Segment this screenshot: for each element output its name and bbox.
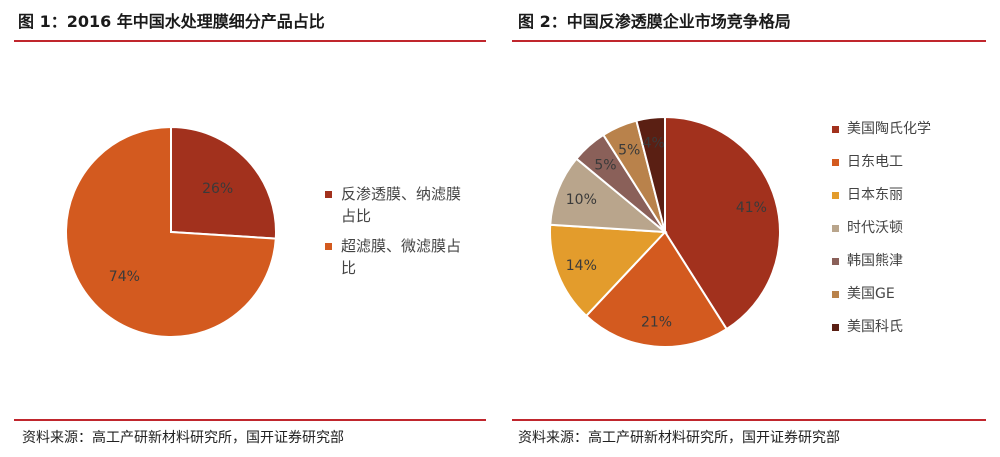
pie-2-data-label: 5% bbox=[594, 157, 616, 173]
legend-2-label: 时代沃顿 bbox=[847, 220, 903, 236]
legend-1-label: 超滤膜、微滤膜占比 bbox=[341, 237, 462, 277]
legend-1: 反渗透膜、纳滤膜占比 超滤膜、微滤膜占比 bbox=[325, 183, 475, 287]
legend-1-item: 反渗透膜、纳滤膜占比 bbox=[325, 183, 475, 227]
legend-2-item: 美国GE bbox=[832, 283, 931, 316]
source-note-2: 资料来源：高工产研新材料研究所，国开证券研究部 bbox=[518, 430, 840, 446]
pie-2-data-label: 21% bbox=[641, 315, 672, 331]
legend-2-swatch bbox=[832, 258, 839, 265]
pie-1-slice bbox=[170, 125, 277, 240]
legend-2-swatch bbox=[832, 225, 839, 232]
pie-2-slice bbox=[635, 115, 666, 233]
legend-1-swatch bbox=[325, 243, 332, 250]
legend-2-item: 韩国熊津 bbox=[832, 250, 931, 283]
header-rule-left bbox=[14, 40, 486, 42]
header-rule-right bbox=[512, 40, 986, 42]
legend-2-swatch bbox=[832, 324, 839, 331]
legend-2-label: 韩国熊津 bbox=[847, 253, 903, 269]
pie-2-data-label: 5% bbox=[618, 142, 640, 158]
legend-2-item: 日本东丽 bbox=[832, 184, 931, 217]
legend-2-swatch bbox=[832, 126, 839, 133]
legend-2-label: 美国科氏 bbox=[847, 319, 903, 335]
legend-1-label: 反渗透膜、纳滤膜占比 bbox=[341, 185, 462, 225]
legend-2-item: 美国科氏 bbox=[832, 316, 931, 349]
figure-1-title: 图 1：2016 年中国水处理膜细分产品占比 bbox=[18, 12, 325, 31]
legend-2-item: 美国陶氏化学 bbox=[832, 118, 931, 151]
legend-2-item: 时代沃顿 bbox=[832, 217, 931, 250]
legend-2-label: 美国陶氏化学 bbox=[847, 121, 931, 137]
pie-1-data-label: 26% bbox=[202, 181, 233, 197]
legend-2-label: 美国GE bbox=[847, 286, 895, 302]
legend-1-item: 超滤膜、微滤膜占比 bbox=[325, 235, 475, 279]
legend-2-swatch bbox=[832, 291, 839, 298]
pie-2-slice bbox=[549, 223, 668, 318]
pie-2-data-label: 10% bbox=[566, 192, 597, 208]
pie-2-data-label: 41% bbox=[736, 200, 767, 216]
footer-rule-left bbox=[14, 419, 486, 421]
legend-2-label: 日东电工 bbox=[847, 154, 903, 170]
footer-rule-right bbox=[512, 419, 986, 421]
pie-2-data-label: 4% bbox=[643, 136, 665, 152]
legend-1-swatch bbox=[325, 191, 332, 198]
figure-2-title: 图 2：中国反渗透膜企业市场竞争格局 bbox=[518, 12, 791, 31]
source-note-1: 资料来源：高工产研新材料研究所，国开证券研究部 bbox=[22, 430, 344, 446]
legend-2-item: 日东电工 bbox=[832, 151, 931, 184]
pie-1-slice bbox=[65, 125, 277, 338]
legend-2-label: 日本东丽 bbox=[847, 187, 903, 203]
pie-2-data-label: 14% bbox=[566, 258, 597, 274]
legend-2: 美国陶氏化学 日东电工 日本东丽 时代沃顿 韩国熊津 美国GE 美国科氏 bbox=[832, 118, 931, 349]
pie-1-data-label: 74% bbox=[109, 269, 140, 285]
legend-2-swatch bbox=[832, 159, 839, 166]
pie-2-slice bbox=[584, 230, 729, 348]
pie-2-slice bbox=[549, 157, 669, 234]
legend-2-swatch bbox=[832, 192, 839, 199]
